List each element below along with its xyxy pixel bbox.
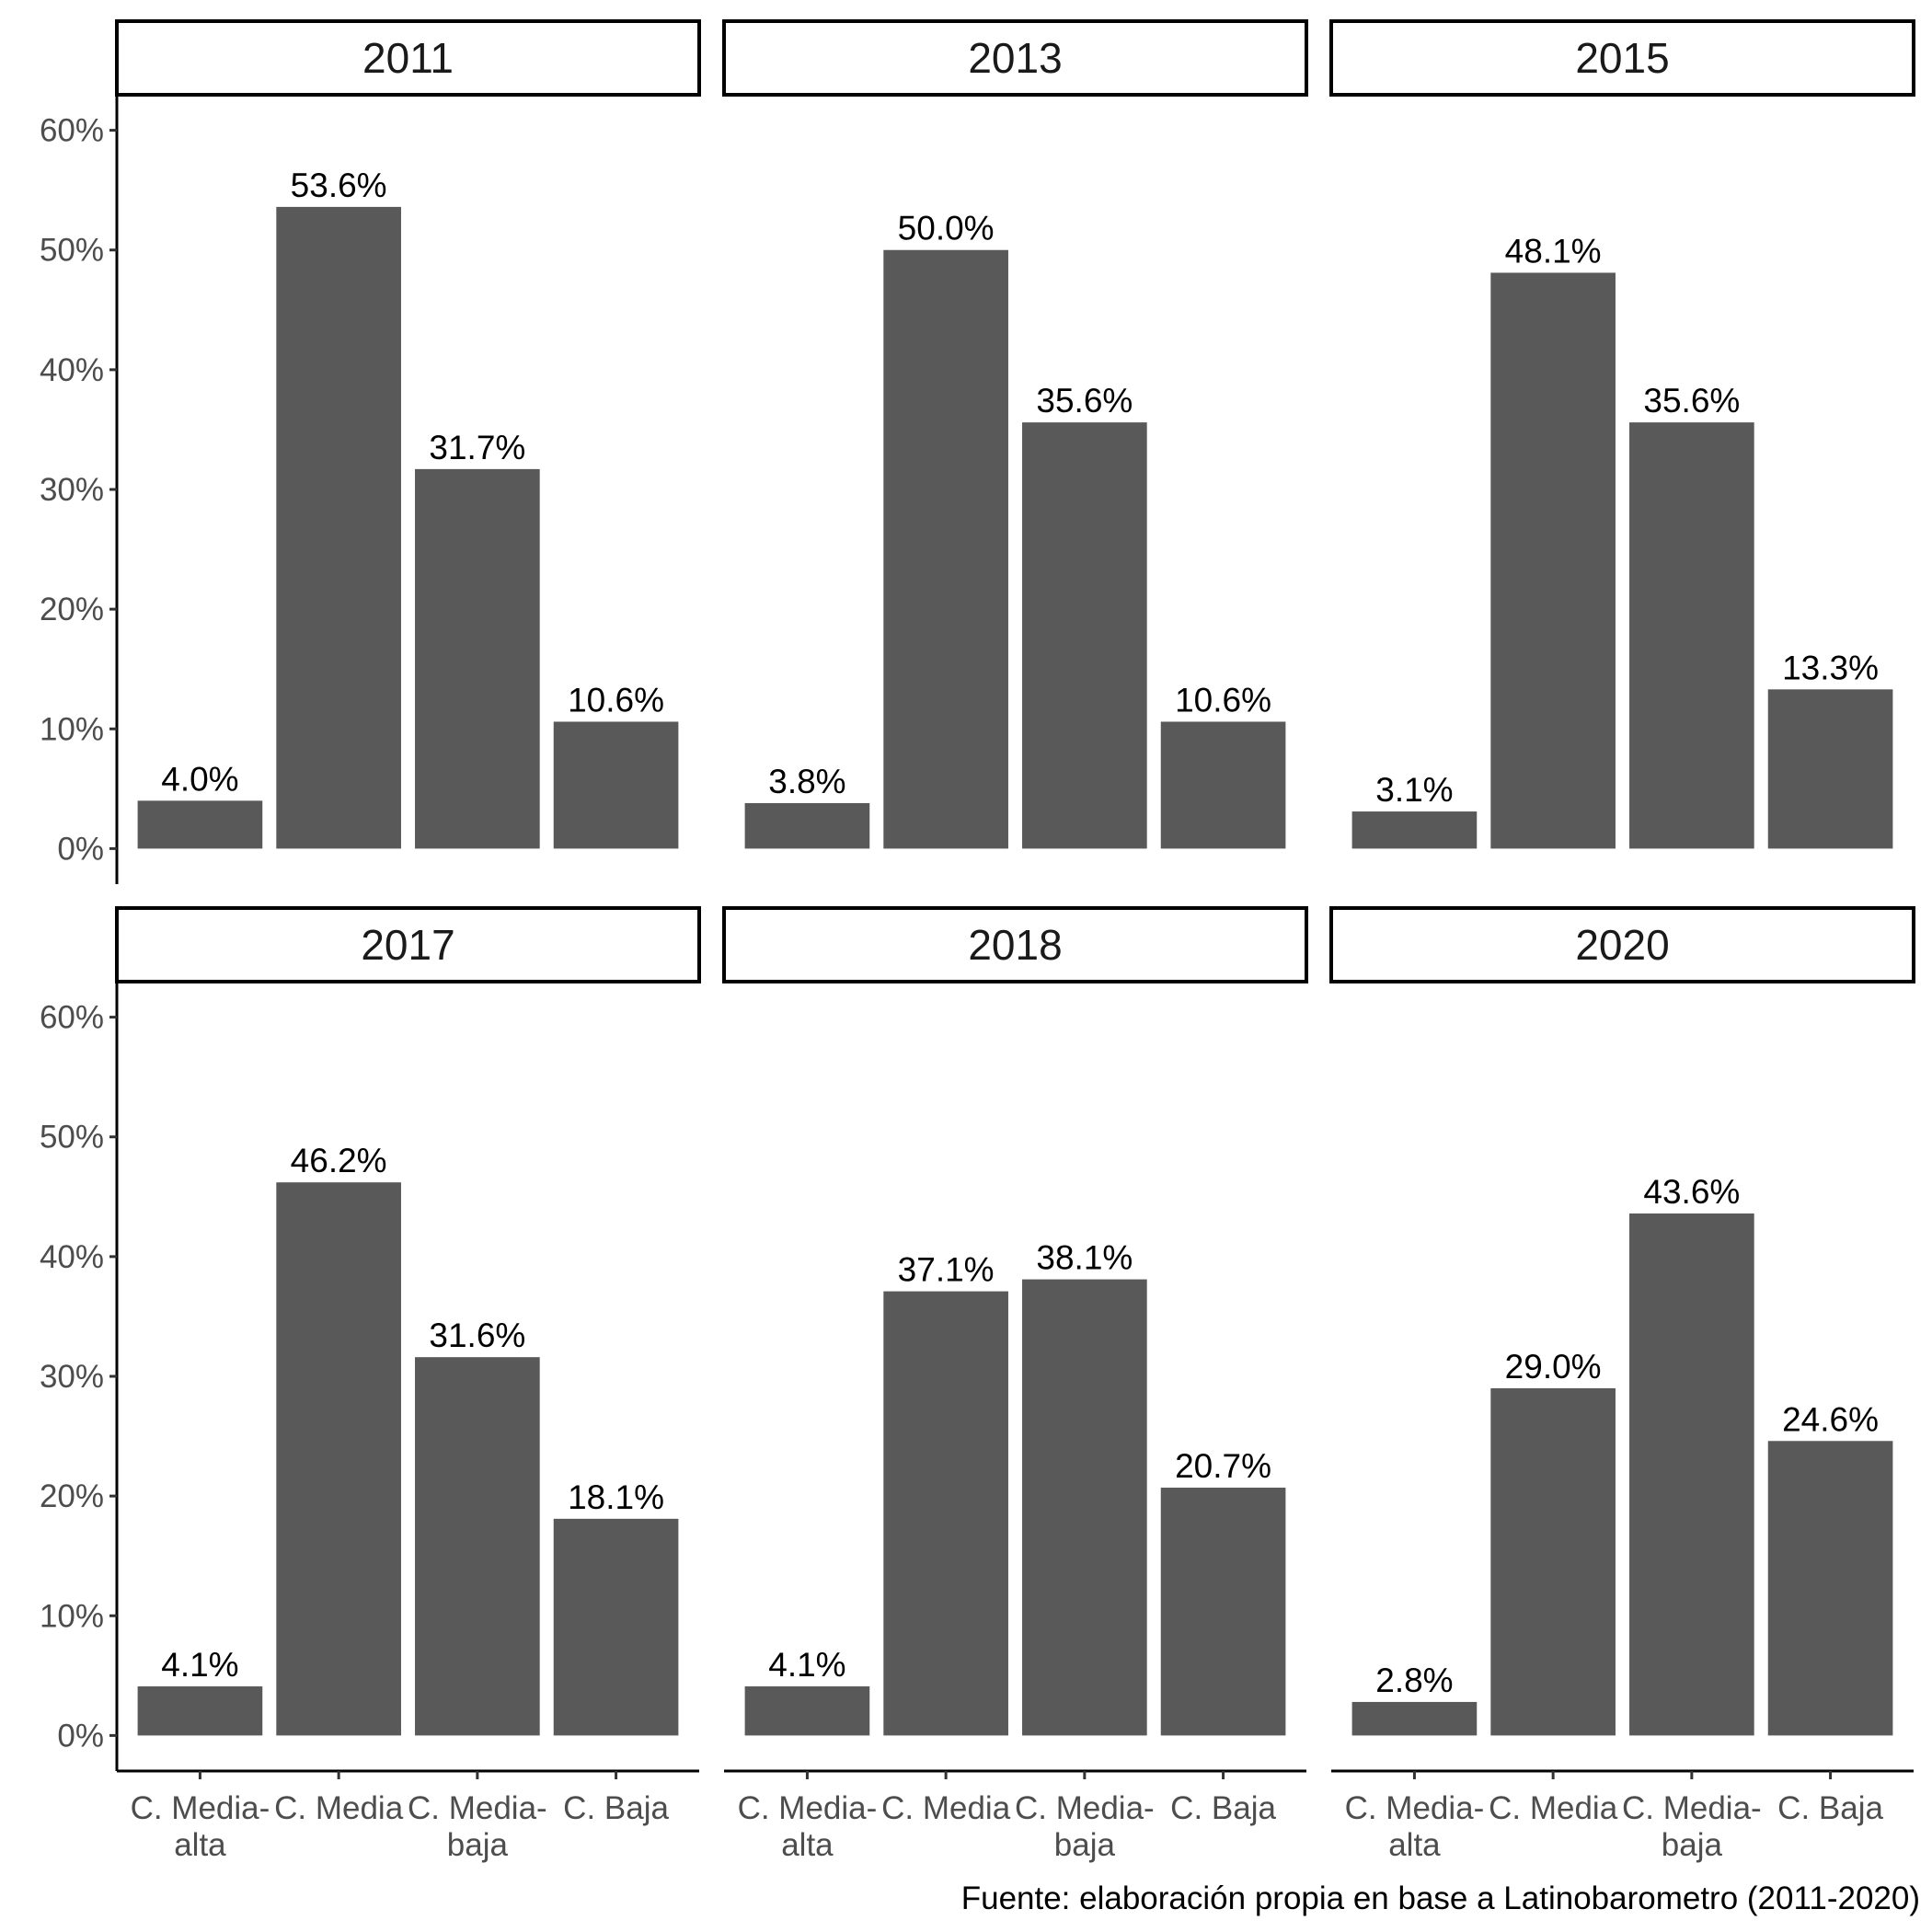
bar — [276, 1182, 401, 1736]
x-tick-label: C. Baja — [1777, 1790, 1883, 1826]
y-tick-label: 20% — [40, 1478, 104, 1514]
bar — [137, 800, 263, 849]
x-tick-label: C. Media — [1489, 1790, 1618, 1826]
x-tick-label: C. Media-alta — [1345, 1790, 1485, 1863]
panel-strip — [1329, 906, 1915, 983]
bar — [883, 1291, 1008, 1736]
bar — [1629, 1213, 1754, 1736]
y-tick-label: 30% — [40, 1359, 104, 1395]
panel-title: 2011 — [362, 34, 454, 82]
bar-value-label: 48.1% — [1505, 232, 1602, 270]
bar — [415, 1357, 540, 1736]
x-tick-label: C. Media-alta — [131, 1790, 270, 1863]
panel-strip — [115, 19, 701, 97]
bar — [137, 1686, 263, 1736]
bar-value-label: 13.3% — [1782, 649, 1879, 686]
x-tick-label: C. Media — [881, 1790, 1011, 1826]
x-tick-label: C. Media-alta — [738, 1790, 878, 1863]
panel-title: 2018 — [968, 921, 1062, 969]
bar — [1767, 1441, 1893, 1736]
bar — [553, 1518, 679, 1736]
y-tick-label: 10% — [40, 1598, 104, 1634]
x-tick-label: C. Media — [274, 1790, 404, 1826]
bar — [1629, 422, 1754, 849]
bar-value-label: 4.0% — [161, 760, 238, 798]
bar-value-label: 35.6% — [1643, 382, 1740, 420]
chart-caption: Fuente: elaboración propia en base a Lat… — [961, 1880, 1920, 1916]
bar — [744, 802, 870, 849]
bar-value-label: 46.2% — [291, 1142, 387, 1179]
bar-value-label: 10.6% — [568, 681, 664, 719]
panel-2015: 2015 3.1% 48.1% 35.6% 13.3% — [1329, 19, 1915, 849]
bar — [744, 1686, 870, 1736]
bar — [1022, 422, 1147, 849]
panel-title: 2015 — [1575, 34, 1669, 82]
x-tick-label: C. Media-baja — [1622, 1790, 1762, 1863]
y-tick-label: 60% — [40, 1000, 104, 1036]
panel-title: 2020 — [1575, 921, 1669, 969]
x-tick-label: C. Baja — [563, 1790, 669, 1826]
bar — [1490, 1388, 1616, 1736]
panel-strip — [1329, 19, 1915, 97]
bar-value-label: 10.6% — [1175, 681, 1271, 719]
bar-value-label: 31.7% — [429, 429, 525, 466]
y-tick-label: 50% — [40, 233, 104, 269]
y-tick-label: 60% — [40, 113, 104, 149]
x-tick-label: C. Media-baja — [408, 1790, 547, 1863]
bar-value-label: 3.1% — [1375, 771, 1453, 809]
panel-strip — [722, 906, 1308, 983]
bar-value-label: 35.6% — [1036, 382, 1133, 420]
chart-panels: 2011 0% 10% 20% 30% 40% 50% 60% 4.0% 53.6% 31.7% 10… — [40, 19, 1915, 1863]
panel-title: 2013 — [968, 34, 1062, 82]
bar — [1160, 721, 1286, 849]
panel-2013: 2013 3.8% 50.0% 35.6% 10.6% — [722, 19, 1308, 849]
panel-2011: 2011 0% 10% 20% 30% 40% 50% 60% 4.0% 53.6% 31.7% 10… — [40, 19, 701, 884]
bar-value-label: 18.1% — [568, 1478, 664, 1516]
bar-value-label: 31.6% — [429, 1317, 525, 1354]
bar-value-label: 3.8% — [768, 763, 845, 800]
y-tick-label: 40% — [40, 352, 104, 388]
bar — [276, 206, 401, 849]
x-tick-label: C. Media-baja — [1015, 1790, 1155, 1863]
y-tick-label: 30% — [40, 472, 104, 508]
bar — [553, 721, 679, 849]
bar — [1022, 1279, 1147, 1736]
bar-value-label: 2.8% — [1375, 1662, 1453, 1699]
bar-value-label: 4.1% — [768, 1646, 845, 1684]
bar-value-label: 50.0% — [898, 210, 995, 247]
panel-title: 2017 — [361, 921, 454, 969]
bar — [1490, 272, 1616, 849]
bar-value-label: 37.1% — [898, 1251, 995, 1289]
panel-strip — [115, 906, 701, 983]
bar — [1767, 689, 1893, 849]
bar — [1351, 1701, 1478, 1736]
y-tick-label: 0% — [57, 831, 104, 867]
panel-strip — [722, 19, 1308, 97]
y-tick-label: 0% — [57, 1718, 104, 1754]
bar-value-label: 20.7% — [1175, 1447, 1271, 1485]
bar-value-label: 24.6% — [1782, 1400, 1879, 1438]
y-tick-label: 20% — [40, 592, 104, 627]
bar-value-label: 38.1% — [1036, 1239, 1133, 1277]
y-tick-label: 10% — [40, 711, 104, 747]
bar — [1160, 1488, 1286, 1736]
y-tick-label: 40% — [40, 1239, 104, 1275]
bar — [883, 249, 1008, 849]
bar-value-label: 29.0% — [1505, 1348, 1602, 1386]
bar — [415, 468, 540, 849]
y-tick-label: 50% — [40, 1120, 104, 1156]
bar-value-label: 53.6% — [291, 167, 387, 204]
bar-value-label: 4.1% — [161, 1646, 238, 1684]
x-tick-label: C. Baja — [1170, 1790, 1276, 1826]
bar-value-label: 43.6% — [1643, 1173, 1740, 1211]
bar — [1351, 811, 1478, 849]
